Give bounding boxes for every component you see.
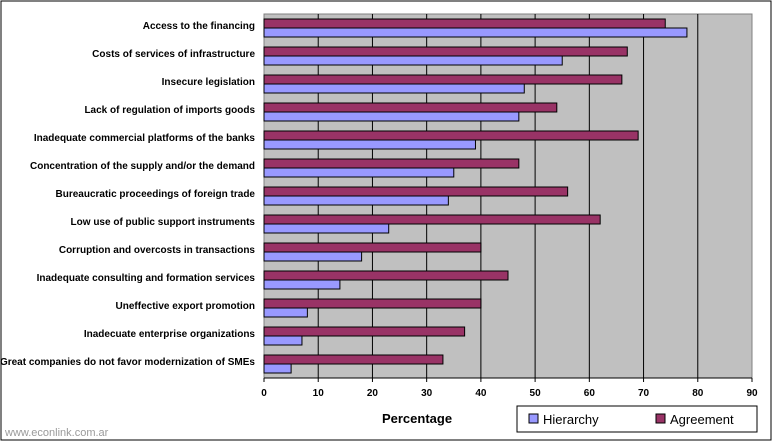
category-label: Access to the financing [143, 21, 255, 32]
category-label: Insecure legislation [162, 77, 255, 88]
bar-hierarchy [263, 223, 390, 234]
bar-agreement [263, 354, 444, 365]
category-label: Great companies do not favor modernizati… [0, 357, 255, 368]
category-label: Bureaucratic proceedings of foreign trad… [56, 189, 256, 200]
bar-hierarchy [263, 251, 363, 262]
bar-agreement [263, 242, 482, 253]
category-label: Costs of services of infrastructure [92, 49, 255, 60]
bar-agreement [263, 158, 520, 169]
legend-swatch [528, 413, 539, 424]
x-tick-label: 30 [421, 388, 433, 399]
x-tick-label: 20 [367, 388, 379, 399]
bar-hierarchy [263, 307, 308, 318]
bar-hierarchy [263, 195, 449, 206]
bar-agreement [263, 298, 482, 309]
x-tick-label: 0 [261, 388, 267, 399]
legend-label: Hierarchy [543, 412, 599, 427]
bar-agreement [263, 326, 466, 337]
bar-hierarchy [263, 83, 525, 94]
bar-agreement [263, 18, 666, 29]
legend-label: Agreement [670, 412, 734, 427]
bar-agreement [263, 186, 569, 197]
legend-box [516, 405, 758, 433]
bar-agreement [263, 130, 639, 141]
x-tick-label: 90 [746, 388, 758, 399]
bar-hierarchy [263, 27, 688, 38]
category-label: Uneffective export promotion [116, 301, 255, 312]
category-label: Corruption and overcosts in transactions [59, 245, 256, 256]
category-label: Inadequate consulting and formation serv… [37, 273, 256, 284]
bar-agreement [263, 270, 509, 281]
category-label: Low use of public support instruments [71, 217, 256, 228]
x-tick-label: 70 [638, 388, 650, 399]
bar-hierarchy [263, 139, 476, 150]
bar-hierarchy [263, 167, 455, 178]
bar-hierarchy [263, 55, 563, 66]
bar-hierarchy [263, 335, 303, 346]
bar-agreement [263, 46, 628, 57]
bar-agreement [263, 74, 623, 85]
x-tick-label: 80 [692, 388, 704, 399]
x-tick-label: 40 [475, 388, 487, 399]
watermark-text: www.econlink.com.ar [4, 427, 109, 439]
bar-hierarchy [263, 279, 341, 290]
x-tick-label: 10 [313, 388, 325, 399]
bar-agreement [263, 214, 601, 225]
x-axis-title: Percentage [382, 411, 452, 426]
legend-swatch [655, 413, 666, 424]
x-tick-label: 50 [530, 388, 542, 399]
bar-hierarchy [263, 363, 292, 374]
bar-hierarchy [263, 111, 520, 122]
x-tick-label: 60 [584, 388, 596, 399]
category-label: Lack of regulation of imports goods [84, 105, 255, 116]
bar-agreement [263, 102, 558, 113]
category-label: Inadequate commercial platforms of the b… [34, 133, 256, 144]
category-label: Concentration of the supply and/or the d… [30, 161, 255, 172]
category-label: Inadecuate enterprise organizations [84, 329, 256, 340]
